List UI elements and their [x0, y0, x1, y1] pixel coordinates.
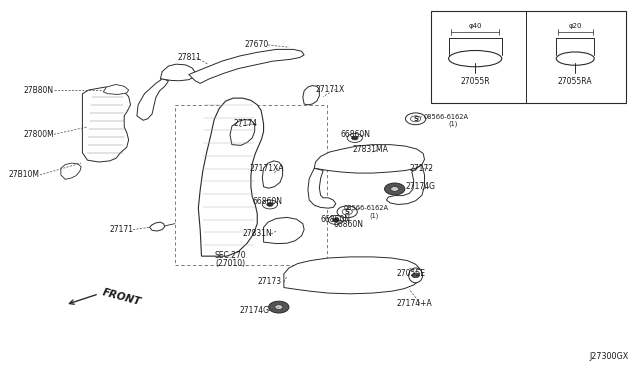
Circle shape	[275, 305, 283, 310]
Text: 27831N: 27831N	[243, 230, 273, 238]
Polygon shape	[284, 257, 422, 294]
Text: 66860N: 66860N	[252, 197, 282, 206]
Polygon shape	[303, 86, 319, 105]
Text: FRONT: FRONT	[101, 288, 142, 308]
Polygon shape	[189, 49, 304, 83]
Circle shape	[333, 218, 339, 222]
Circle shape	[351, 136, 358, 140]
Text: 66860N: 66860N	[333, 220, 364, 229]
Text: S: S	[345, 209, 349, 215]
Text: 08566-6162A: 08566-6162A	[344, 205, 389, 211]
Polygon shape	[160, 64, 195, 81]
Circle shape	[406, 113, 426, 125]
Text: 27055R: 27055R	[460, 77, 490, 86]
Text: 66860N: 66860N	[341, 130, 371, 139]
Text: (1): (1)	[449, 121, 458, 127]
Circle shape	[267, 203, 273, 206]
Text: 27174+A: 27174+A	[397, 299, 433, 308]
Text: 27670: 27670	[244, 41, 269, 49]
Circle shape	[337, 206, 357, 218]
Text: J27300GX: J27300GX	[590, 352, 629, 361]
Text: (27010): (27010)	[215, 259, 245, 268]
Circle shape	[348, 134, 362, 142]
Polygon shape	[264, 217, 304, 244]
Polygon shape	[103, 84, 129, 94]
Polygon shape	[150, 222, 164, 231]
Circle shape	[390, 187, 399, 191]
Circle shape	[328, 215, 344, 224]
Text: 08566-6162A: 08566-6162A	[423, 113, 468, 119]
Text: 27174G: 27174G	[406, 182, 435, 191]
Text: 27174: 27174	[233, 119, 257, 128]
Polygon shape	[61, 163, 81, 179]
Polygon shape	[230, 119, 255, 145]
Circle shape	[412, 273, 419, 278]
Text: SEC.270: SEC.270	[214, 251, 246, 260]
Text: 27174G: 27174G	[239, 306, 269, 315]
Bar	[431, 11, 626, 103]
Text: 27800M: 27800M	[23, 130, 54, 139]
Circle shape	[262, 200, 278, 209]
Text: φ40: φ40	[468, 23, 482, 29]
Text: 27055E: 27055E	[397, 269, 426, 278]
Polygon shape	[387, 164, 424, 205]
Text: 27173: 27173	[257, 278, 282, 286]
Polygon shape	[308, 168, 336, 208]
Text: 27831MA: 27831MA	[352, 145, 388, 154]
Polygon shape	[314, 145, 424, 173]
Text: 27811: 27811	[177, 53, 202, 62]
Text: 27171X: 27171X	[316, 85, 345, 94]
Text: φ20: φ20	[568, 23, 582, 29]
Text: (1): (1)	[369, 212, 379, 219]
Text: 27B10M: 27B10M	[9, 170, 40, 179]
Text: 27171: 27171	[109, 225, 133, 234]
Text: 27055RA: 27055RA	[558, 77, 593, 86]
Circle shape	[269, 301, 289, 313]
Ellipse shape	[409, 268, 422, 283]
Circle shape	[385, 183, 405, 195]
Polygon shape	[137, 79, 168, 120]
Text: 27172: 27172	[410, 164, 433, 173]
Polygon shape	[198, 98, 264, 256]
Bar	[175, 105, 327, 265]
Polygon shape	[83, 87, 131, 162]
Polygon shape	[262, 161, 283, 188]
Text: 66860N: 66860N	[321, 215, 351, 224]
Text: 27171XA: 27171XA	[249, 164, 284, 173]
Text: 27B80N: 27B80N	[24, 86, 54, 94]
Text: S: S	[413, 116, 418, 122]
